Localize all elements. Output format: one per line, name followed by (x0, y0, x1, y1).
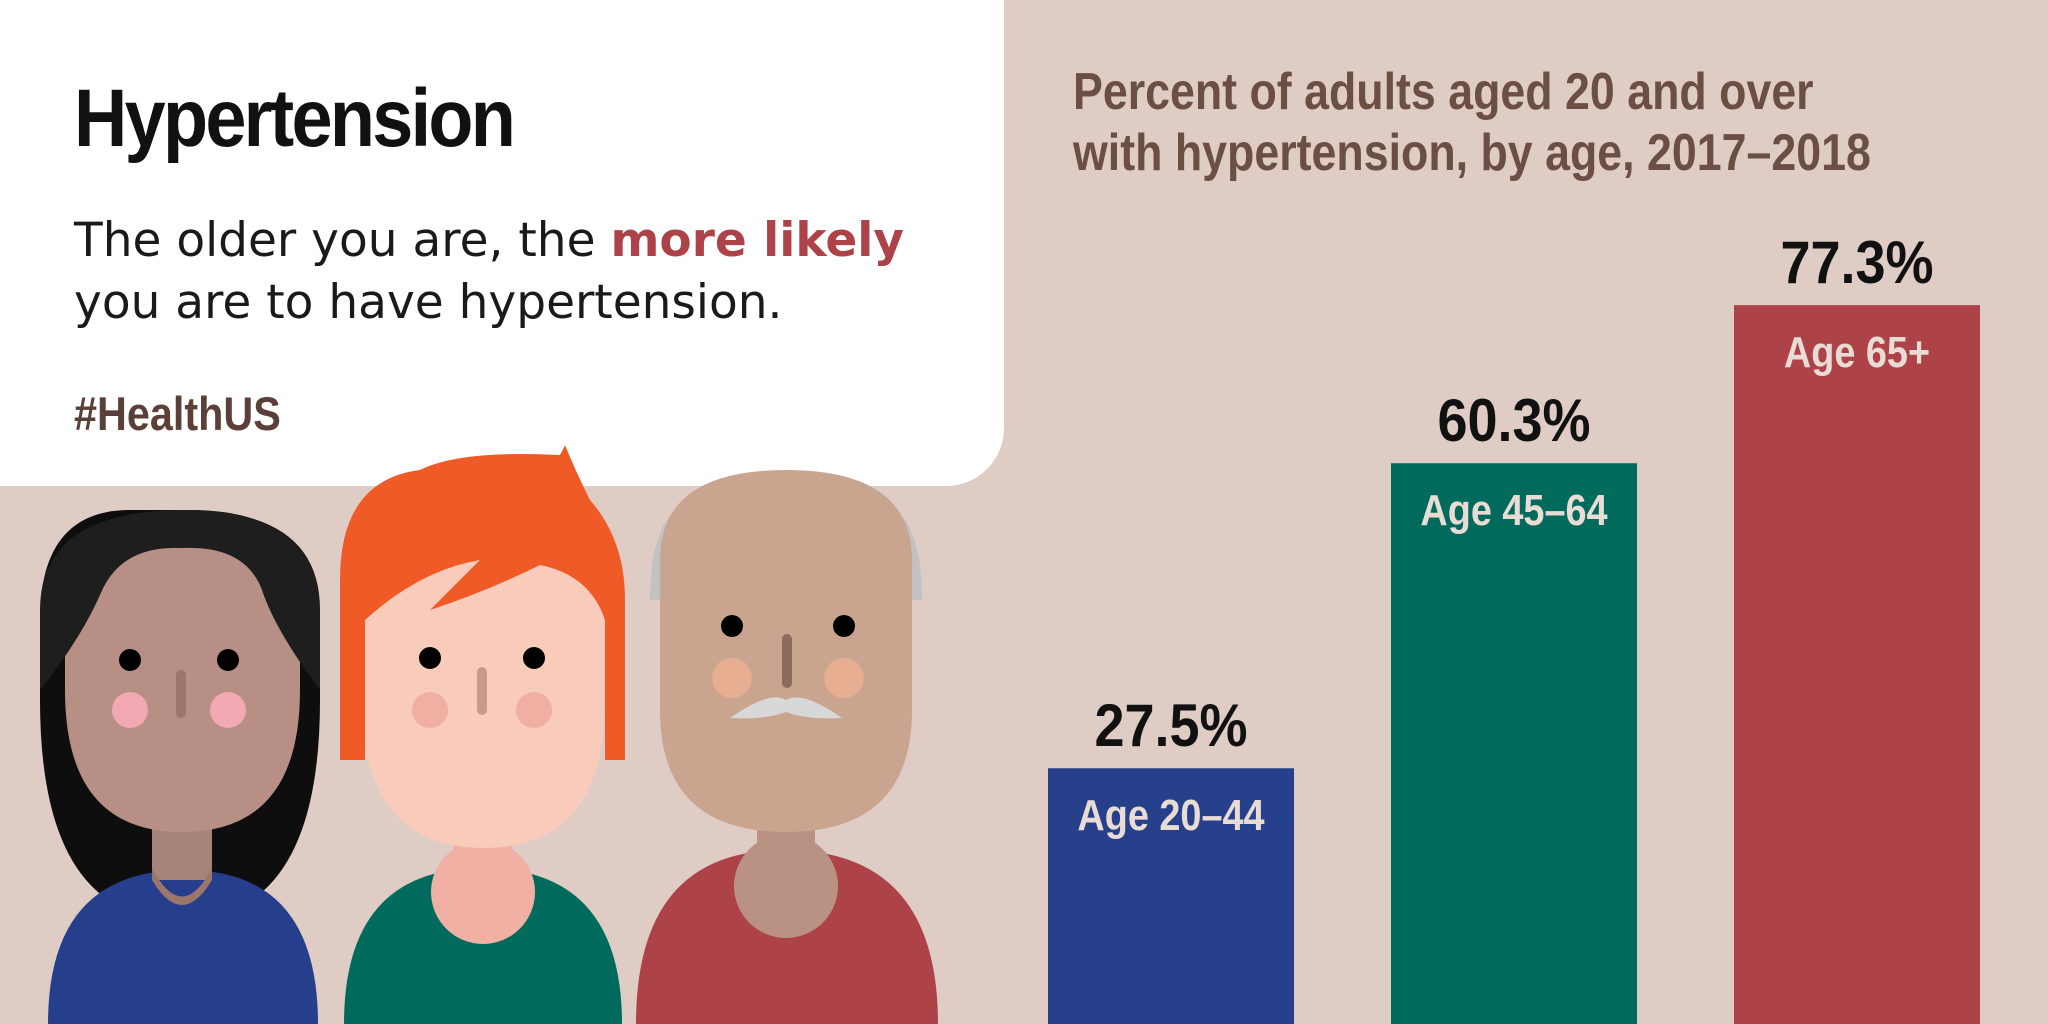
bar-value-label-1: 27.5% (1094, 693, 1247, 760)
chart-title: Percent of adults aged 20 and over with … (1073, 63, 1871, 182)
bar-category-label-3: Age 65+ (1784, 327, 1930, 376)
bar-1 (1048, 768, 1294, 1024)
bar-3 (1734, 305, 1980, 1024)
lead-highlight: more likely (610, 213, 904, 268)
bar-category-label-2: Age 45–64 (1420, 486, 1607, 535)
lead-text-start: The older you are, the (74, 213, 611, 268)
bar-category-label-1: Age 20–44 (1077, 791, 1264, 840)
older-man-figure (636, 470, 938, 1024)
young-man-figure (340, 443, 625, 1024)
intro-panel: Hypertension The older you are, the more… (0, 0, 1004, 486)
woman-figure (40, 510, 320, 1024)
lead-text-end: you are to have hypertension. (74, 275, 783, 330)
hashtag: #HealthUS (74, 387, 281, 440)
bar-2 (1391, 463, 1637, 1024)
bar-value-label-3: 77.3% (1780, 229, 1933, 296)
lead-text: The older you are, the more likely you a… (74, 210, 974, 334)
page-title: Hypertension (74, 73, 516, 164)
bar-value-label-2: 60.3% (1437, 388, 1590, 455)
